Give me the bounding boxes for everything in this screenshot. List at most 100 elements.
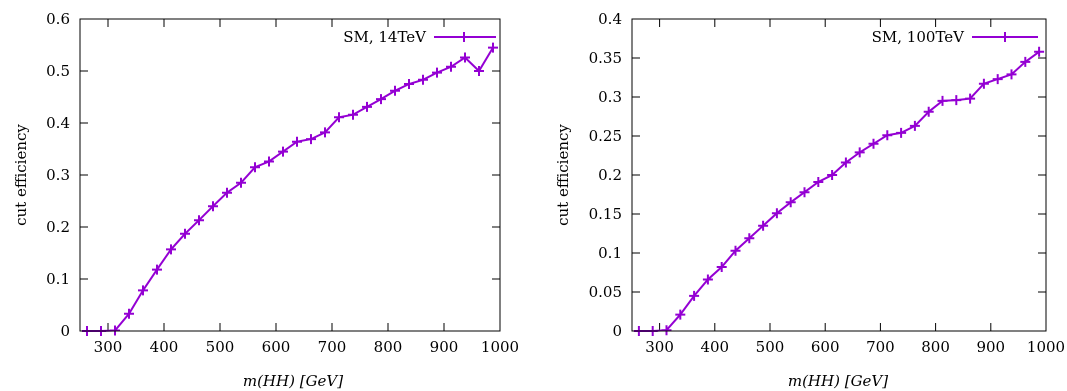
chart-14tev-x-axis-label: m(HH) [GeV] [243,372,343,390]
chart-100tev-data-point [937,95,948,106]
chart-100tev-plot-frame [631,18,1047,332]
chart-100tev-xtick-label: 1000 [1027,338,1065,356]
chart-100tev-data-point [965,93,976,104]
chart-100tev-data-point [827,170,838,180]
chart-100tev-data-point [799,187,810,198]
chart-14tev-xtick-label: 400 [150,338,179,356]
chart-14tev-ytick-label: 0.3 [46,166,70,184]
chart-14tev-data-point [460,52,470,63]
chart-100tev-xtick-label: 700 [866,338,895,356]
chart-100tev-ytick-label: 0.25 [589,127,622,145]
chart-14tev-data-point [404,79,414,89]
chart-100tev-data-point [785,197,796,208]
chart-14tev-y-axis-label: cut efficiency [12,124,30,226]
chart-100tev-data-point [1020,56,1031,67]
chart-14tev-xtick-label: 600 [262,338,291,356]
chart-100tev-data-point [716,262,727,272]
chart-100tev: 300 400 500 600 700 800 900 1000 0 0.05 0.1 0.15 0.… [554,10,1065,390]
chart-14tev-plot-frame [79,18,501,332]
chart-14tev-ytick-label: 0.1 [46,270,70,288]
chart-100tev-ytick-label: 0.15 [589,205,622,223]
chart-100tev-data-point [882,130,893,141]
chart-14tev-data-point [362,101,372,112]
chart-100tev-yticks: 0 0.05 0.1 0.15 0.2 0.25 0.3 0.35 0.4 [589,10,1046,340]
chart-100tev-data-point [702,274,713,285]
chart-100tev-data-point [744,233,755,244]
chart-100tev-data-point [868,138,879,149]
chart-100tev-x-axis-label: m(HH) [GeV] [788,372,888,390]
chart-14tev-ytick-label: 0.6 [46,10,70,28]
chart-14tev-data-point [432,67,442,78]
chart-100tev-data-point [758,220,769,231]
chart-14tev-legend-label: SM, 14TeV [343,28,427,46]
chart-100tev-data-point [813,177,824,187]
chart-100tev-data-point [1034,46,1045,57]
chart-100tev-legend: SM, 100TeV [872,28,1038,46]
chart-14tev-data-point [250,162,260,173]
chart-14tev-data-point [418,74,428,85]
chart-100tev-data-point [730,245,741,256]
chart-14tev-yticks: 0 0.1 0.2 0.3 0.4 0.5 0.6 [46,10,500,340]
chart-14tev-series-line [87,47,494,332]
chart-14tev-data-point [292,136,302,147]
chart-14tev-xtick-label: 900 [430,338,459,356]
chart-100tev-xtick-label: 600 [811,338,840,356]
chart-14tev-data-point [474,66,484,76]
chart-14tev-ytick-label: 0.5 [46,62,70,80]
chart-14tev-data-point [138,285,148,296]
chart-100tev-xtick-label: 300 [645,338,674,356]
chart-14tev-data-point [488,42,498,53]
chart-100tev-ytick-label: 0.3 [598,88,622,106]
chart-100tev-legend-label: SM, 100TeV [872,28,966,46]
chart-14tev-data-point [222,187,232,198]
chart-100tev-marks [633,46,1045,336]
chart-14tev-data-point [348,109,358,120]
chart-100tev-data-point [854,147,865,158]
chart-14tev-xtick-label: 500 [206,338,235,356]
chart-14tev-legend: SM, 14TeV [343,28,496,46]
chart-100tev-series-line [638,50,1040,332]
chart-100tev-ytick-label: 0.05 [589,283,622,301]
chart-100tev-xtick-label: 900 [976,338,1005,356]
chart-100tev-xtick-label: 500 [756,338,785,356]
chart-14tev-xticks: 300 400 500 600 700 800 900 1000 [94,19,519,356]
chart-100tev-ytick-label: 0.4 [598,10,622,28]
chart-14tev-data-point [264,156,274,167]
chart-100tev-data-point [978,78,989,89]
chart-14tev-data-point [166,244,176,255]
chart-100tev-data-point [992,74,1003,85]
chart-14tev-data-point [446,61,456,72]
chart-100tev-data-point [689,290,700,301]
chart-14tev-legend-marker [459,32,469,42]
chart-14tev-data-point [236,177,246,188]
chart-100tev-data-point [896,127,907,138]
chart-100tev-data-point [951,95,962,106]
chart-100tev-y-axis-label: cut efficiency [554,124,572,226]
chart-100tev-ytick-label: 0 [612,322,622,340]
chart-14tev-data-point [278,146,288,157]
chart-14tev-ytick-label: 0 [60,322,70,340]
chart-14tev-data-point [124,308,134,319]
chart-100tev-data-point [923,106,934,117]
chart-14tev-data-point [376,94,386,105]
chart-14tev-data-point [334,112,344,123]
chart-100tev-data-point [771,208,782,219]
chart-14tev-data-point [306,134,316,145]
chart-14tev-data-point [152,264,162,275]
chart-100tev-data-point [661,325,672,336]
chart-100tev-data-point [675,309,686,320]
chart-14tev-marks [82,42,498,336]
chart-100tev-data-point [1006,69,1017,80]
chart-14tev-data-point [320,127,330,138]
chart-14tev-data-point [390,85,400,96]
chart-100tev-xtick-label: 400 [700,338,729,356]
chart-14tev-ytick-label: 0.4 [46,114,70,132]
chart-14tev-data-point [208,201,218,212]
chart-14tev-xtick-label: 800 [374,338,403,356]
chart-100tev-data-point [840,157,851,168]
chart-14tev-ytick-label: 0.2 [46,218,70,236]
chart-100tev-ytick-label: 0.35 [589,49,622,67]
chart-100tev-xtick-label: 800 [921,338,950,356]
chart-14tev-data-point [180,228,190,239]
